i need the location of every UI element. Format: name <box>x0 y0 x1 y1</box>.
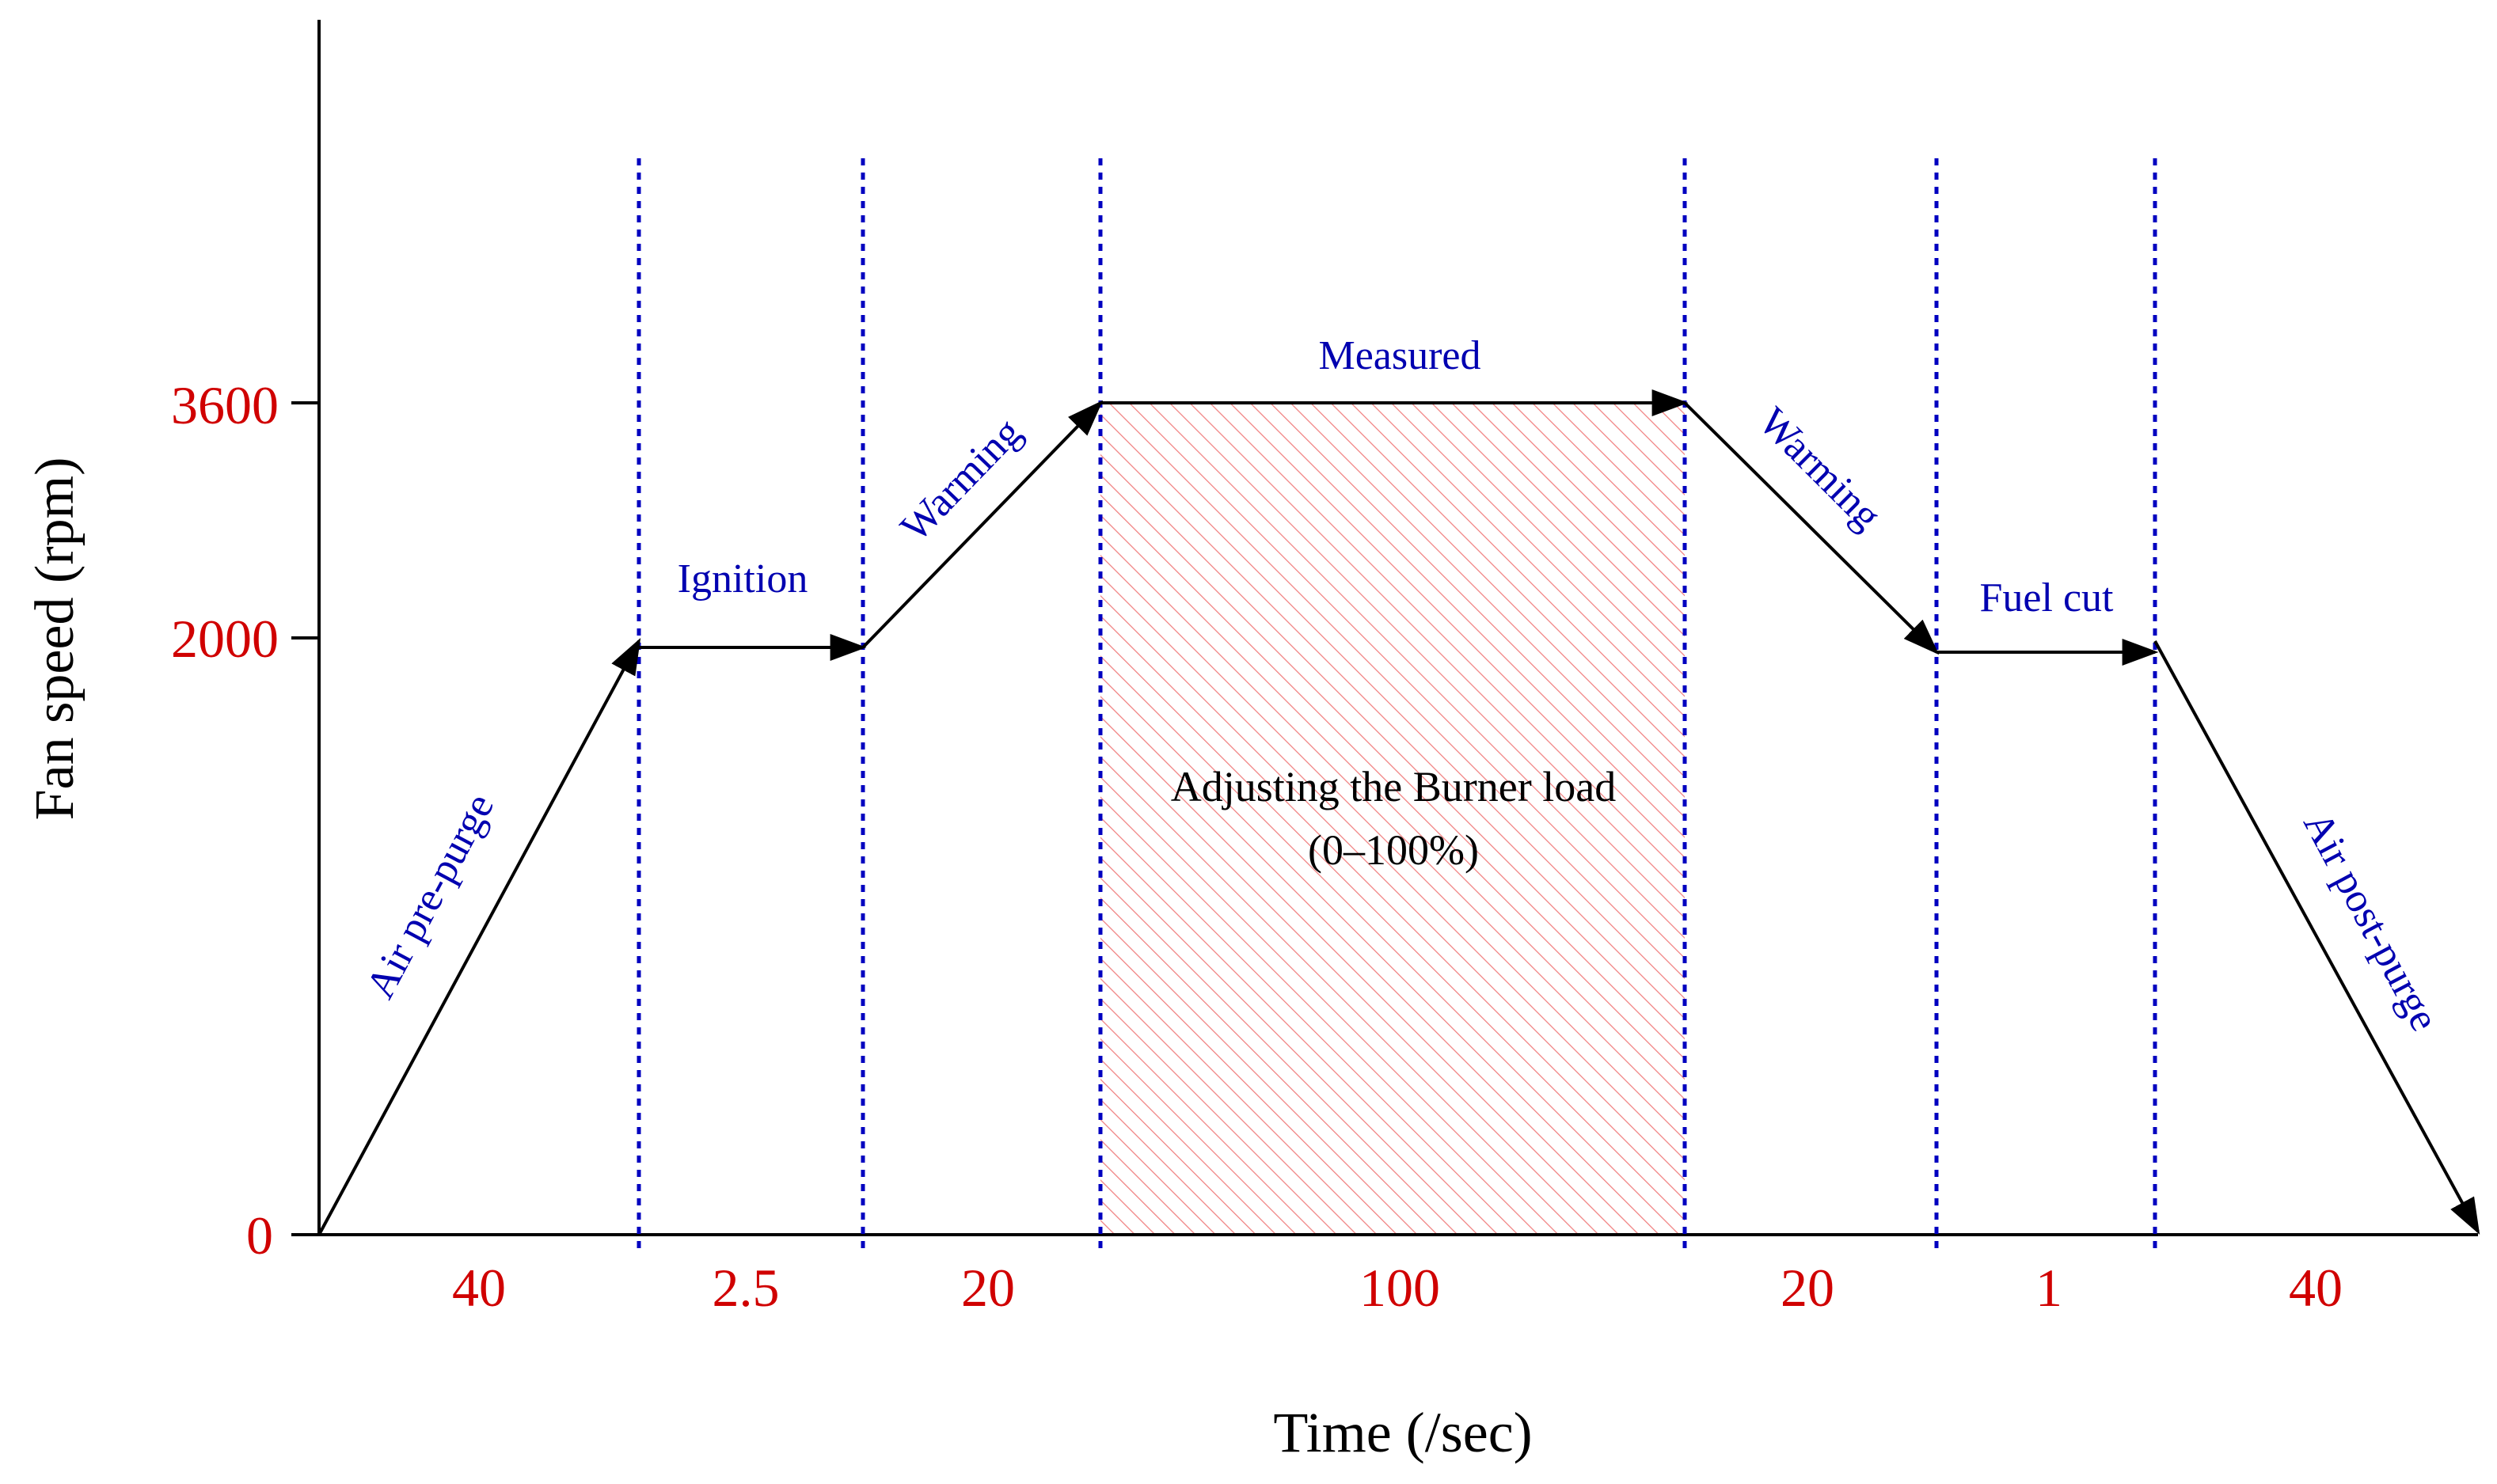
duration-labels: 40 2.5 20 100 20 1 40 <box>452 1258 2343 1318</box>
label-fuel-cut: Fuel cut <box>1980 575 2115 621</box>
arrow-warming-up <box>861 400 1104 649</box>
duration-ignition: 2.5 <box>713 1258 780 1318</box>
arrow-air-post-purge <box>2153 640 2480 1235</box>
label-measured: Measured <box>1318 333 1480 378</box>
phase-dividers <box>637 158 2157 1249</box>
label-warming-down: Warming <box>1750 399 1890 538</box>
duration-air-pre-purge: 40 <box>452 1258 506 1318</box>
x-axis-label: Time (/sec) <box>1273 1401 1532 1464</box>
duration-measured: 100 <box>1359 1258 1440 1318</box>
region-label-line1: Adjusting the Burner load <box>1171 763 1616 810</box>
region-label-line2: (0–100%) <box>1308 826 1479 874</box>
duration-warming-up: 20 <box>961 1258 1015 1318</box>
duration-warming-down: 20 <box>1781 1258 1834 1318</box>
label-air-pre-purge: Air pre-purge <box>358 787 503 1006</box>
y-axis-label: Fan speed (rpm) <box>25 457 86 821</box>
arrow-air-pre-purge <box>317 637 641 1235</box>
label-warming-up: Warming <box>892 410 1031 551</box>
label-air-post-purge: Air post-purge <box>2294 805 2447 1038</box>
y-tick-label-0: 0 <box>246 1205 273 1266</box>
label-ignition: Ignition <box>678 556 808 602</box>
y-tick-label-2000: 2000 <box>171 609 279 669</box>
duration-fuel-cut: 1 <box>2035 1258 2062 1318</box>
y-tick-label-3600: 3600 <box>171 375 279 435</box>
sequence-arrows <box>317 389 2480 1235</box>
burner-load-region <box>1100 403 1685 1235</box>
arrow-warming-down <box>1683 401 1940 655</box>
duration-air-post-purge: 40 <box>2289 1258 2343 1318</box>
